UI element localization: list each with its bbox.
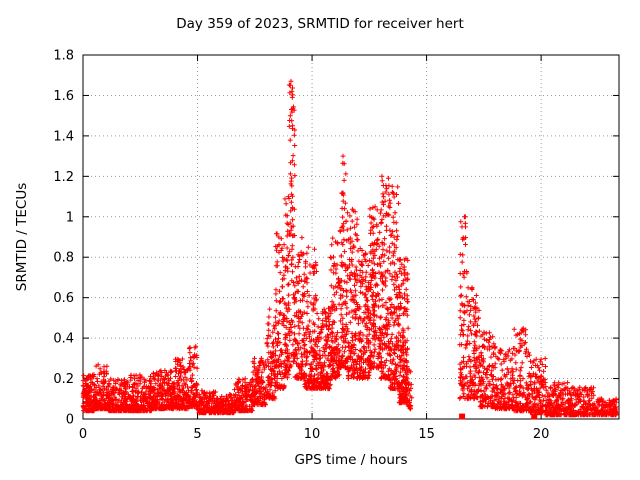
y-tick-label: 1.6	[53, 89, 74, 104]
y-tick-label: 1.4	[53, 129, 74, 144]
y-tick-label: 1.8	[53, 49, 74, 64]
y-tick-label: 0.2	[53, 372, 74, 387]
x-tick-label: 0	[79, 427, 87, 442]
y-tick-label: 0.6	[53, 291, 74, 306]
zero-square-marker	[531, 413, 538, 420]
chart-title: Day 359 of 2023, SRMTID for receiver her…	[176, 16, 464, 32]
y-tick-label: 0.4	[53, 332, 74, 347]
zero-square-marker	[459, 413, 466, 420]
y-tick-label: 0	[66, 413, 74, 428]
y-tick-label: 1	[66, 210, 74, 225]
x-tick-label: 10	[304, 427, 321, 442]
plot-border	[82, 54, 620, 420]
x-axis-label: GPS time / hours	[294, 452, 408, 468]
y-tick-label: 0.8	[53, 251, 74, 266]
x-tick-label: 20	[533, 427, 550, 442]
x-tick-label: 15	[418, 427, 435, 442]
y-axis-label: SRMTID / TECUs	[14, 182, 30, 292]
x-tick-label: 5	[193, 427, 201, 442]
y-tick-label: 1.2	[53, 170, 74, 185]
scatter-points	[80, 78, 619, 418]
